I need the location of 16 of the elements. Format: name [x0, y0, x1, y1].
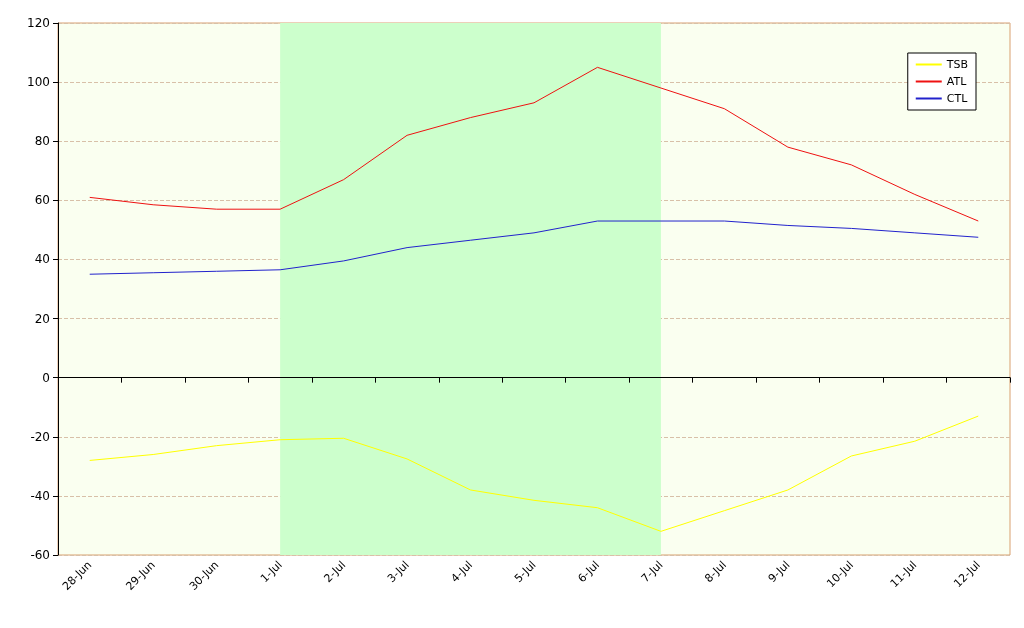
- y-tick-label: 100: [27, 75, 50, 90]
- line-series: [89, 66, 979, 222]
- line-series: [89, 415, 979, 532]
- legend-label: ATL: [946, 75, 968, 88]
- y-tick-label: 0: [42, 370, 50, 385]
- y-tick-label: 120: [27, 16, 50, 30]
- line-series: [89, 220, 979, 275]
- y-tick-label: -20: [30, 429, 50, 444]
- y-tick-label: -60: [30, 548, 50, 562]
- y-tick-label: 40: [34, 252, 50, 267]
- y-tick-label: 80: [34, 134, 50, 149]
- y-tick-label: -40: [30, 488, 50, 503]
- y-tick-label: 60: [34, 193, 50, 208]
- legend-label: TSB: [945, 58, 968, 71]
- y-tick-label: 20: [34, 311, 50, 326]
- legend-label: CTL: [946, 92, 969, 105]
